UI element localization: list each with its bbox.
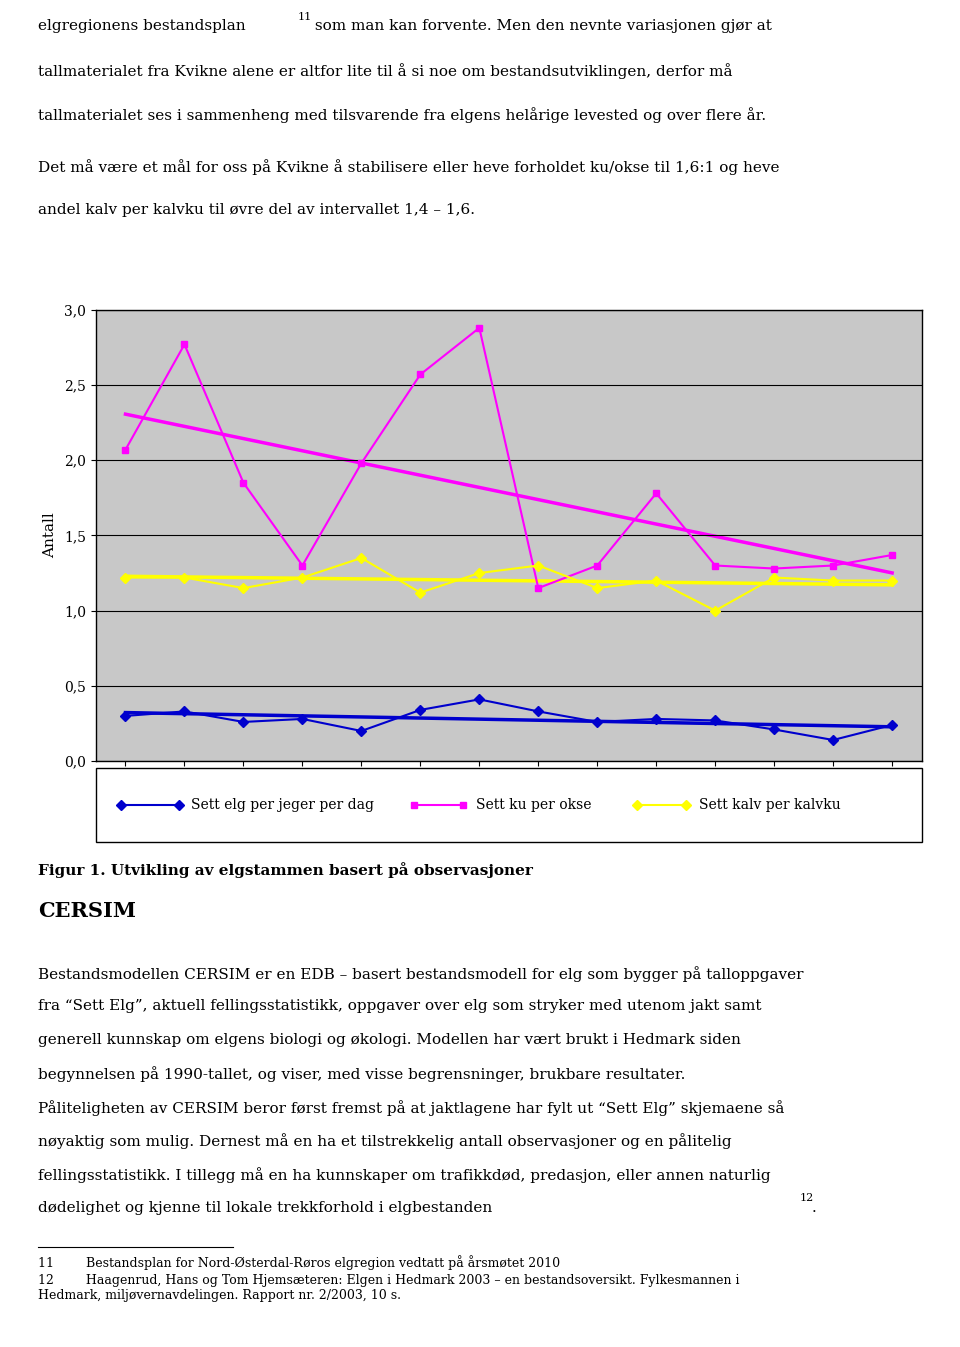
- X-axis label: Årstall: Årstall: [478, 796, 540, 812]
- Text: 12        Haagenrud, Hans og Tom Hjemsæteren: Elgen i Hedmark 2003 – en bestands: 12 Haagenrud, Hans og Tom Hjemsæteren: E…: [38, 1274, 740, 1286]
- Text: Sett ku per okse: Sett ku per okse: [476, 797, 591, 812]
- Text: Hedmark, miljøvernavdelingen. Rapport nr. 2/2003, 10 s.: Hedmark, miljøvernavdelingen. Rapport nr…: [38, 1289, 401, 1303]
- Text: 12: 12: [800, 1193, 814, 1203]
- Text: 11        Bestandsplan for Nord-Østerdal-Røros elgregion vedtatt på årsmøtet 201: 11 Bestandsplan for Nord-Østerdal-Røros …: [38, 1255, 561, 1270]
- Text: .: .: [812, 1200, 817, 1215]
- Text: Påliteligheten av CERSIM beror først fremst på at jaktlagene har fylt ut “Sett E: Påliteligheten av CERSIM beror først fre…: [38, 1100, 784, 1115]
- Text: generell kunnskap om elgens biologi og økologi. Modellen har vært brukt i Hedmar: generell kunnskap om elgens biologi og ø…: [38, 1033, 741, 1047]
- Text: fra “Sett Elg”, aktuell fellingsstatistikk, oppgaver over elg som stryker med ut: fra “Sett Elg”, aktuell fellingsstatisti…: [38, 999, 762, 1013]
- Text: Figur 1. Utvikling av elgstammen basert på observasjoner: Figur 1. Utvikling av elgstammen basert …: [38, 862, 533, 878]
- Text: Bestandsmodellen CERSIM er en EDB – basert bestandsmodell for elg som bygger på : Bestandsmodellen CERSIM er en EDB – base…: [38, 966, 804, 982]
- Text: fellingsstatistikk. I tillegg må en ha kunnskaper om trafikkdød, predasjon, elle: fellingsstatistikk. I tillegg må en ha k…: [38, 1167, 771, 1183]
- Text: tallmaterialet fra Kvikne alene er altfor lite til å si noe om bestandsutvikling: tallmaterialet fra Kvikne alene er altfo…: [38, 63, 732, 79]
- Text: dødelighet og kjenne til lokale trekkforhold i elgbestanden: dødelighet og kjenne til lokale trekkfor…: [38, 1200, 492, 1215]
- Y-axis label: Antall: Antall: [43, 513, 58, 558]
- Text: nøyaktig som mulig. Dernest må en ha et tilstrekkelig antall observasjoner og en: nøyaktig som mulig. Dernest må en ha et …: [38, 1134, 732, 1149]
- Text: andel kalv per kalvku til øvre del av intervallet 1,4 – 1,6.: andel kalv per kalvku til øvre del av in…: [38, 203, 475, 217]
- Text: Sett kalv per kalvku: Sett kalv per kalvku: [699, 797, 840, 812]
- Text: CERSIM: CERSIM: [38, 901, 136, 921]
- Text: Det må være et mål for oss på Kvikne å stabilisere eller heve forholdet ku/okse : Det må være et mål for oss på Kvikne å s…: [38, 159, 780, 175]
- Text: 11: 11: [298, 12, 311, 22]
- Text: tallmaterialet ses i sammenheng med tilsvarende fra elgens helårige levested og : tallmaterialet ses i sammenheng med tils…: [38, 106, 766, 123]
- Text: Sett elg per jeger per dag: Sett elg per jeger per dag: [191, 797, 374, 812]
- Text: elgregionens bestandsplan: elgregionens bestandsplan: [38, 19, 246, 34]
- Text: begynnelsen på 1990-tallet, og viser, med visse begrensninger, brukbare resultat: begynnelsen på 1990-tallet, og viser, me…: [38, 1067, 685, 1082]
- Text: som man kan forvente. Men den nevnte variasjonen gjør at: som man kan forvente. Men den nevnte var…: [309, 19, 772, 34]
